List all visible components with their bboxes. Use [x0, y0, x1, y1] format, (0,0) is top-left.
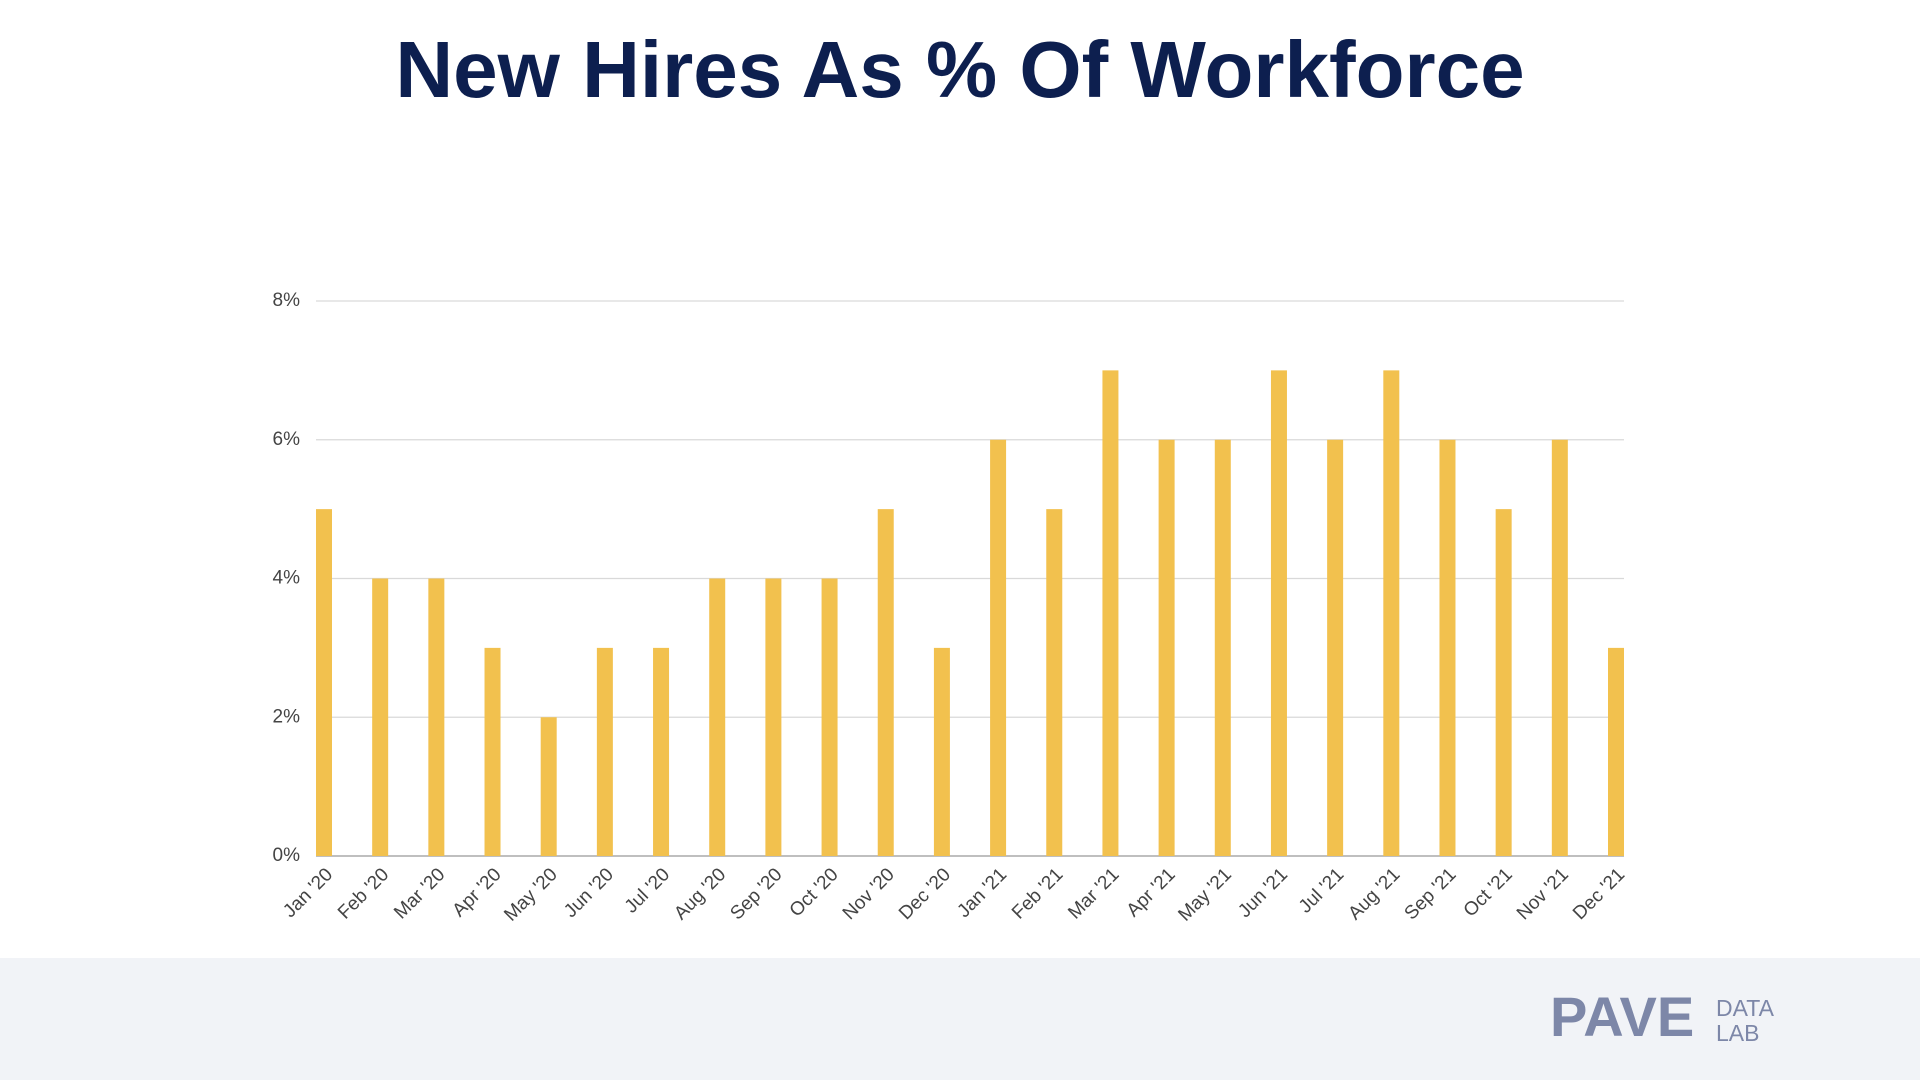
- x-tick-label: Jan '21: [953, 864, 1011, 922]
- bar: [1383, 370, 1400, 856]
- bar: [484, 647, 501, 856]
- bar: [765, 578, 782, 856]
- y-tick-label: 0%: [273, 845, 301, 866]
- x-tick-label: Nov '21: [1513, 864, 1573, 924]
- x-tick-label: Jan '20: [279, 864, 337, 922]
- bar: [990, 439, 1007, 856]
- x-tick-label: Oct '20: [786, 864, 843, 921]
- bar: [1214, 439, 1231, 856]
- logo-sub: DATA: [1716, 995, 1775, 1021]
- x-tick-label: Feb '21: [1008, 864, 1067, 923]
- bar: [372, 578, 389, 856]
- bar: [1495, 509, 1512, 856]
- x-tick-label: May '20: [500, 864, 561, 925]
- logo-sub: LAB: [1716, 1020, 1759, 1046]
- bar: [1608, 647, 1624, 856]
- bar: [316, 509, 332, 856]
- x-tick-label: Sep '21: [1401, 864, 1461, 924]
- bar: [1439, 439, 1456, 856]
- x-tick-label: Jul '21: [1295, 864, 1348, 917]
- bar: [428, 578, 445, 856]
- bar: [653, 647, 670, 856]
- y-tick-label: 8%: [273, 290, 301, 311]
- y-tick-label: 2%: [273, 706, 301, 727]
- bar: [1158, 439, 1175, 856]
- x-tick-label: Jun '21: [1234, 864, 1292, 922]
- bar: [933, 647, 950, 856]
- y-tick-label: 4%: [273, 568, 301, 589]
- bar: [540, 717, 557, 856]
- x-tick-label: May '21: [1174, 864, 1235, 925]
- x-tick-label: Mar '21: [1064, 864, 1123, 923]
- x-tick-label: Apr '20: [449, 864, 506, 921]
- bar: [1102, 370, 1119, 856]
- bar: [821, 578, 838, 856]
- x-tick-label: Oct '21: [1460, 864, 1517, 921]
- chart-title: New Hires As % Of Workforce: [395, 25, 1524, 114]
- logo: PAVE: [1550, 985, 1694, 1048]
- x-tick-label: Jul '20: [621, 864, 674, 917]
- x-tick-label: Dec '20: [895, 864, 955, 924]
- x-tick-label: Feb '20: [334, 864, 393, 923]
- x-tick-label: Aug '21: [1344, 864, 1404, 924]
- footer-band: [0, 958, 1920, 1080]
- x-tick-label: Apr '21: [1123, 864, 1180, 921]
- x-tick-label: Sep '20: [726, 864, 786, 924]
- x-tick-label: Jun '20: [560, 864, 618, 922]
- bar: [1551, 439, 1568, 856]
- bar: [1327, 439, 1344, 856]
- bar: [1046, 509, 1063, 856]
- x-tick-label: Mar '20: [390, 864, 449, 923]
- bar: [709, 578, 726, 856]
- x-tick-label: Nov '20: [839, 864, 899, 924]
- bar: [596, 647, 613, 856]
- y-tick-label: 6%: [273, 429, 301, 450]
- bar: [877, 509, 894, 856]
- x-tick-label: Aug '20: [670, 864, 730, 924]
- bar: [1270, 370, 1287, 856]
- x-tick-label: Dec '21: [1569, 864, 1629, 924]
